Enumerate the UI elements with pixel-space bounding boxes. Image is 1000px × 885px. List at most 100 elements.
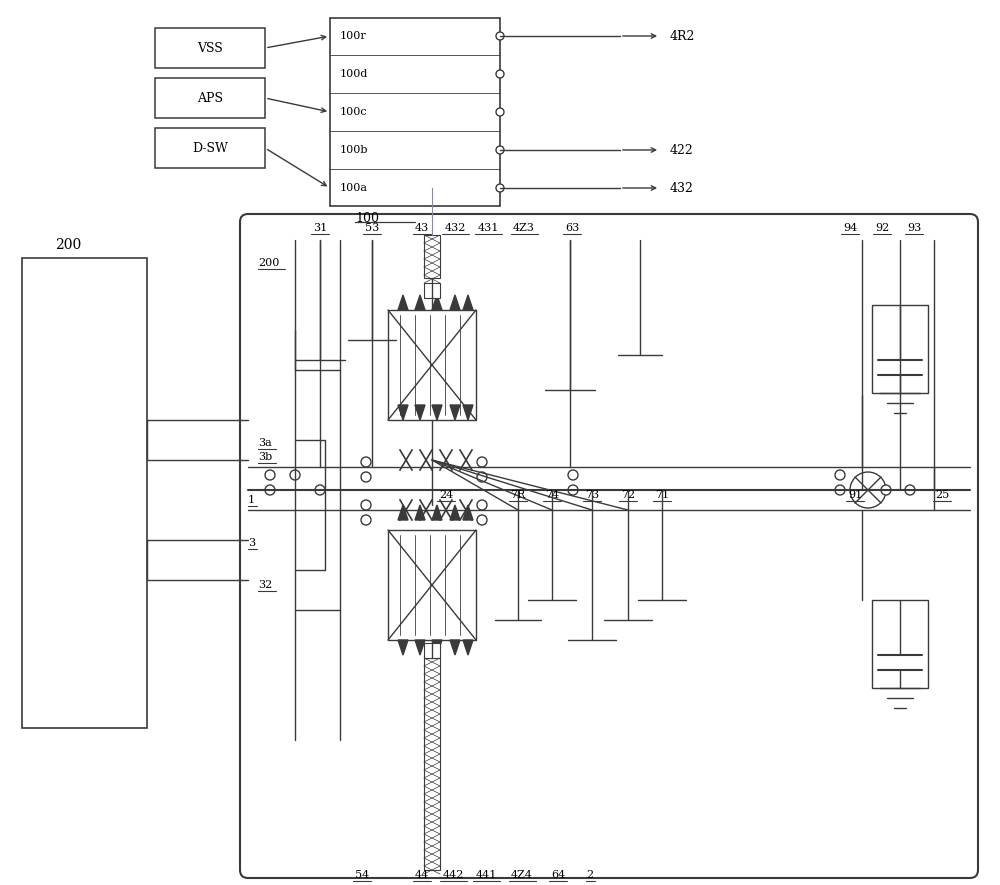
Text: 432: 432 — [444, 223, 466, 233]
Text: 441: 441 — [475, 870, 497, 880]
Text: 53: 53 — [365, 223, 379, 233]
Polygon shape — [415, 405, 425, 420]
Text: 24: 24 — [439, 490, 453, 500]
Text: 422: 422 — [670, 143, 694, 157]
Text: 3b: 3b — [258, 452, 272, 462]
Circle shape — [477, 457, 487, 467]
Polygon shape — [450, 295, 460, 310]
Text: 73: 73 — [585, 490, 599, 500]
Circle shape — [496, 184, 504, 192]
Circle shape — [361, 457, 371, 467]
Bar — [872, 305, 928, 393]
Polygon shape — [398, 295, 408, 310]
Bar — [155, 128, 265, 168]
Circle shape — [361, 500, 371, 510]
Text: 92: 92 — [875, 223, 889, 233]
Circle shape — [905, 485, 915, 495]
Circle shape — [290, 470, 300, 480]
Circle shape — [361, 515, 371, 525]
Text: 31: 31 — [313, 223, 327, 233]
Text: 44: 44 — [415, 870, 429, 880]
Polygon shape — [450, 405, 460, 420]
Text: 71: 71 — [655, 490, 669, 500]
Text: 100a: 100a — [340, 183, 368, 193]
FancyBboxPatch shape — [240, 214, 978, 878]
Circle shape — [835, 470, 845, 480]
Text: 64: 64 — [551, 870, 565, 880]
Text: 54: 54 — [355, 870, 369, 880]
Polygon shape — [450, 640, 460, 655]
Polygon shape — [432, 405, 442, 420]
Bar — [388, 530, 476, 640]
Text: 200: 200 — [55, 238, 81, 252]
Text: 4Z3: 4Z3 — [513, 223, 535, 233]
Circle shape — [881, 485, 891, 495]
Bar — [155, 78, 265, 118]
Polygon shape — [463, 405, 473, 420]
Text: 100: 100 — [355, 212, 379, 225]
Bar — [155, 28, 265, 68]
Text: 93: 93 — [907, 223, 921, 233]
Bar — [22, 258, 147, 728]
Text: 63: 63 — [565, 223, 579, 233]
Polygon shape — [432, 295, 442, 310]
Text: 91: 91 — [848, 490, 862, 500]
Text: 100d: 100d — [340, 69, 368, 79]
Text: 25: 25 — [935, 490, 949, 500]
Text: 74: 74 — [545, 490, 559, 500]
Text: 3a: 3a — [258, 438, 272, 448]
Text: 43: 43 — [415, 223, 429, 233]
Bar — [424, 235, 440, 278]
Text: 432: 432 — [670, 181, 694, 195]
Polygon shape — [415, 640, 425, 655]
Text: 2: 2 — [586, 870, 594, 880]
Circle shape — [477, 472, 487, 482]
Text: APS: APS — [197, 91, 223, 104]
Circle shape — [496, 146, 504, 154]
Circle shape — [265, 485, 275, 495]
Text: 442: 442 — [442, 870, 464, 880]
Text: 4R2: 4R2 — [670, 29, 695, 42]
Text: 3: 3 — [248, 538, 255, 548]
Text: 100b: 100b — [340, 145, 368, 155]
Circle shape — [568, 485, 578, 495]
Circle shape — [315, 485, 325, 495]
Text: 94: 94 — [843, 223, 857, 233]
Polygon shape — [432, 505, 442, 520]
Circle shape — [477, 500, 487, 510]
Text: 1: 1 — [248, 495, 255, 505]
Bar — [388, 310, 476, 420]
Bar — [424, 658, 440, 870]
Polygon shape — [398, 640, 408, 655]
Bar — [872, 600, 928, 688]
Circle shape — [496, 70, 504, 78]
Text: 200: 200 — [258, 258, 279, 268]
Text: 7R: 7R — [510, 490, 526, 500]
Circle shape — [568, 470, 578, 480]
Polygon shape — [463, 295, 473, 310]
Text: 72: 72 — [621, 490, 635, 500]
Polygon shape — [398, 405, 408, 420]
Polygon shape — [463, 505, 473, 520]
Circle shape — [477, 515, 487, 525]
Polygon shape — [415, 295, 425, 310]
Circle shape — [265, 470, 275, 480]
Text: 100r: 100r — [340, 31, 367, 41]
Circle shape — [496, 108, 504, 116]
Circle shape — [496, 32, 504, 40]
Bar — [424, 283, 440, 298]
Polygon shape — [415, 505, 425, 520]
Text: 100c: 100c — [340, 107, 368, 117]
Text: 32: 32 — [258, 580, 272, 590]
Text: D-SW: D-SW — [192, 142, 228, 155]
Polygon shape — [450, 505, 460, 520]
Polygon shape — [398, 505, 408, 520]
Text: 4Z4: 4Z4 — [511, 870, 533, 880]
Bar — [424, 643, 440, 658]
Circle shape — [850, 472, 886, 508]
Polygon shape — [463, 640, 473, 655]
Text: VSS: VSS — [197, 42, 223, 55]
Circle shape — [835, 485, 845, 495]
Bar — [330, 18, 500, 206]
Circle shape — [361, 472, 371, 482]
